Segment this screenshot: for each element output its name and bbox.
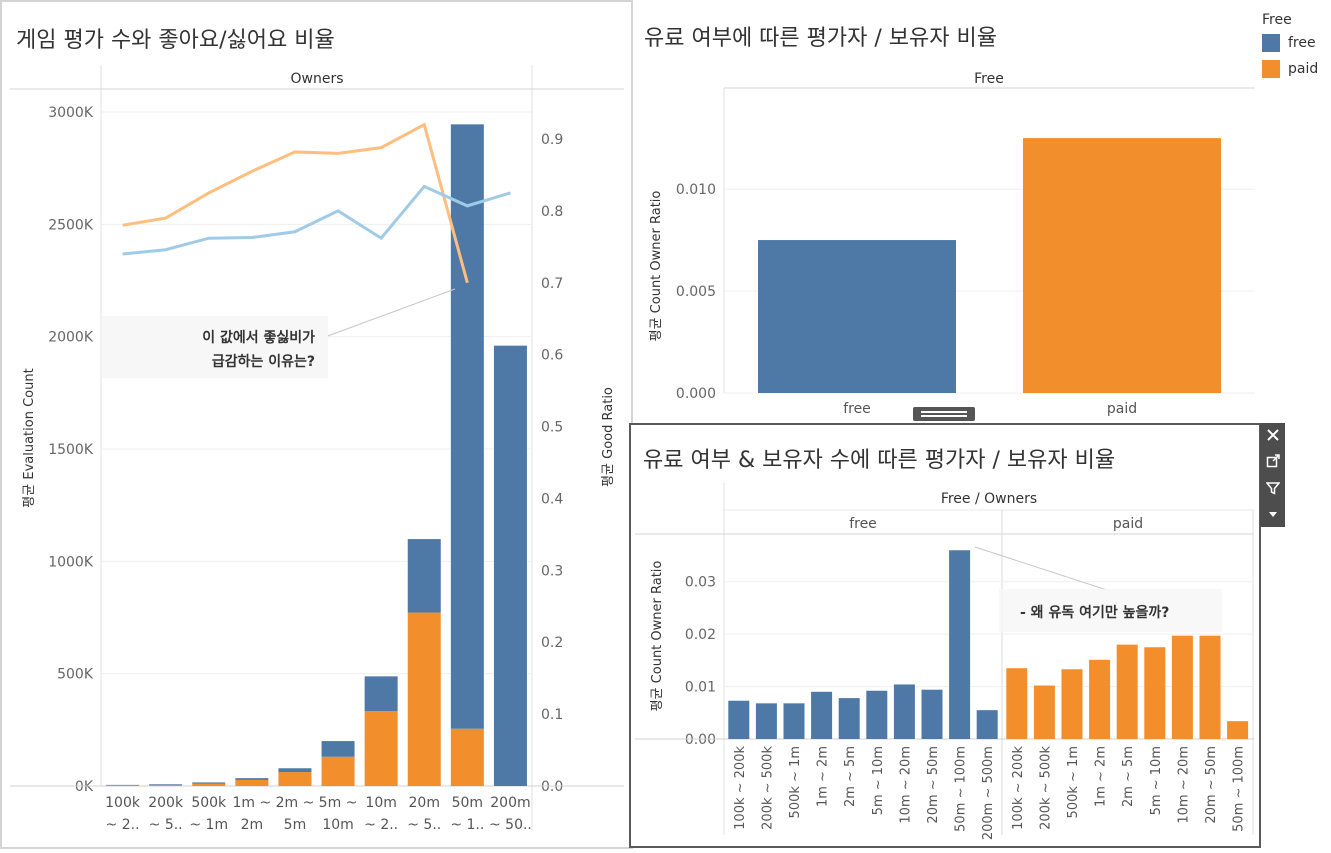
bar-paid: [278, 772, 312, 786]
x-tick-label: 100k: [105, 795, 141, 811]
good-ratio-line-paid: [122, 122, 469, 284]
y2-tick-label: 0.2: [541, 635, 563, 651]
bar-paid: [149, 784, 183, 786]
x-tick-label: 10m: [365, 795, 396, 811]
x-tick-label: 200k: [148, 795, 184, 811]
filter-icon[interactable]: [1260, 476, 1285, 500]
y-tick-label: 2500K: [48, 217, 94, 233]
bar-free: [235, 778, 269, 780]
header-owners: Owners: [290, 71, 343, 87]
legend-title: Free: [1262, 12, 1292, 28]
x-tick-label: ~ 1..: [450, 817, 484, 833]
y2-tick-label: 0.9: [541, 132, 563, 148]
legend-item-paid[interactable]: paid: [1262, 60, 1318, 78]
y-tick-label: 1500K: [48, 442, 94, 458]
x-tick-label: ~ 1m: [189, 817, 228, 833]
y-tick-label: 0K: [75, 779, 94, 795]
x-tick-label: ~ 2..: [106, 817, 140, 833]
y-tick-label: 1000K: [48, 554, 94, 570]
y-tick-label: 3000K: [48, 105, 94, 121]
bar-free: [493, 345, 527, 786]
bar-free: [192, 782, 226, 784]
bar-paid: [321, 756, 355, 786]
x-tick-label: 5m: [284, 817, 307, 833]
x-tick-label: 2m: [241, 817, 264, 833]
y-axis-title-right: 평균 Good Ratio: [601, 387, 616, 487]
y2-tick-label: 0.5: [541, 420, 563, 436]
y2-tick-label: 0.4: [541, 491, 563, 507]
y2-tick-label: 0.3: [541, 563, 563, 579]
bar-free: [364, 676, 398, 712]
color-legend[interactable]: Free free paid: [1262, 12, 1318, 86]
x-tick-label: 2m ~: [276, 795, 315, 811]
top-right-chart-title: 유료 여부에 따른 평가자 / 보유자 비율: [644, 26, 997, 51]
x-tick-label: ~ 5..: [149, 817, 183, 833]
left-chart: Owners 0K 500K 1000K 1500K 2000K 2500K 3000K 0.0…: [10, 65, 624, 833]
annotation-leader: [324, 288, 456, 338]
left-chart-title: 게임 평가 수와 좋아요/싫어요 비율: [16, 28, 335, 53]
bar-paid: [192, 783, 226, 786]
x-tick-label: 500k: [191, 795, 227, 811]
resize-grip-handle[interactable]: [913, 407, 975, 421]
bar-paid: [450, 728, 484, 786]
x-tick-label: ~ 50..: [489, 817, 532, 833]
annotation-line-2: 급감하는 이유는?: [212, 353, 315, 370]
bar-free: [278, 768, 312, 773]
x-tick-label: 10m: [322, 817, 353, 833]
y-tick-label: 2000K: [48, 330, 94, 346]
go-to-sheet-icon[interactable]: [1260, 449, 1285, 473]
more-options-icon[interactable]: [1260, 502, 1285, 526]
legend-label-paid: paid: [1288, 61, 1319, 77]
y-tick-label: 500K: [57, 667, 94, 683]
bottom-right-chart-title: 유료 여부 & 보유자 수에 따른 평가자 / 보유자 비율: [643, 448, 1116, 473]
annotation-line-1: 이 값에서 좋싫비가: [202, 329, 315, 346]
y-axis-title-left: 평균 Evaluation Count: [22, 368, 37, 507]
y2-tick-label: 0.7: [541, 276, 563, 292]
bar-paid: [364, 711, 398, 786]
bar-free: [407, 539, 441, 613]
x-tick-label: 200m: [490, 795, 530, 811]
close-icon[interactable]: [1260, 423, 1285, 447]
y2-tick-label: 0.6: [541, 348, 563, 364]
legend-item-free[interactable]: free: [1262, 34, 1318, 52]
y2-tick-label: 0.0: [541, 779, 563, 795]
bar-free: [149, 784, 183, 785]
top-right-chart-panel: 유료 여부에 따른 평가자 / 보유자 비율: [635, 0, 1255, 420]
y2-tick-label: 0.1: [541, 707, 563, 723]
bar-paid: [106, 785, 140, 786]
legend-swatch-free: [1262, 34, 1280, 52]
x-tick-label: ~ 2..: [364, 817, 398, 833]
y2-tick-label: 0.8: [541, 204, 563, 220]
bar-paid: [407, 612, 441, 786]
x-tick-label: 1m ~: [232, 795, 271, 811]
bar-free: [321, 741, 355, 757]
bottom-right-chart-panel[interactable]: 유료 여부 & 보유자 수에 따른 평가자 / 보유자 비율: [629, 423, 1261, 848]
x-tick-label: 5m ~: [319, 795, 358, 811]
legend-swatch-paid: [1262, 60, 1280, 78]
x-tick-label: ~ 5..: [407, 817, 441, 833]
good-ratio-line-free: [122, 184, 511, 256]
x-tick-label: 20m: [409, 795, 440, 811]
legend-label-free: free: [1288, 35, 1316, 51]
bar-free: [450, 124, 484, 729]
sheet-toolbar: [1260, 423, 1285, 527]
bar-paid: [235, 779, 269, 786]
annotation-box: [102, 316, 328, 378]
x-tick-label: 50m: [452, 795, 483, 811]
